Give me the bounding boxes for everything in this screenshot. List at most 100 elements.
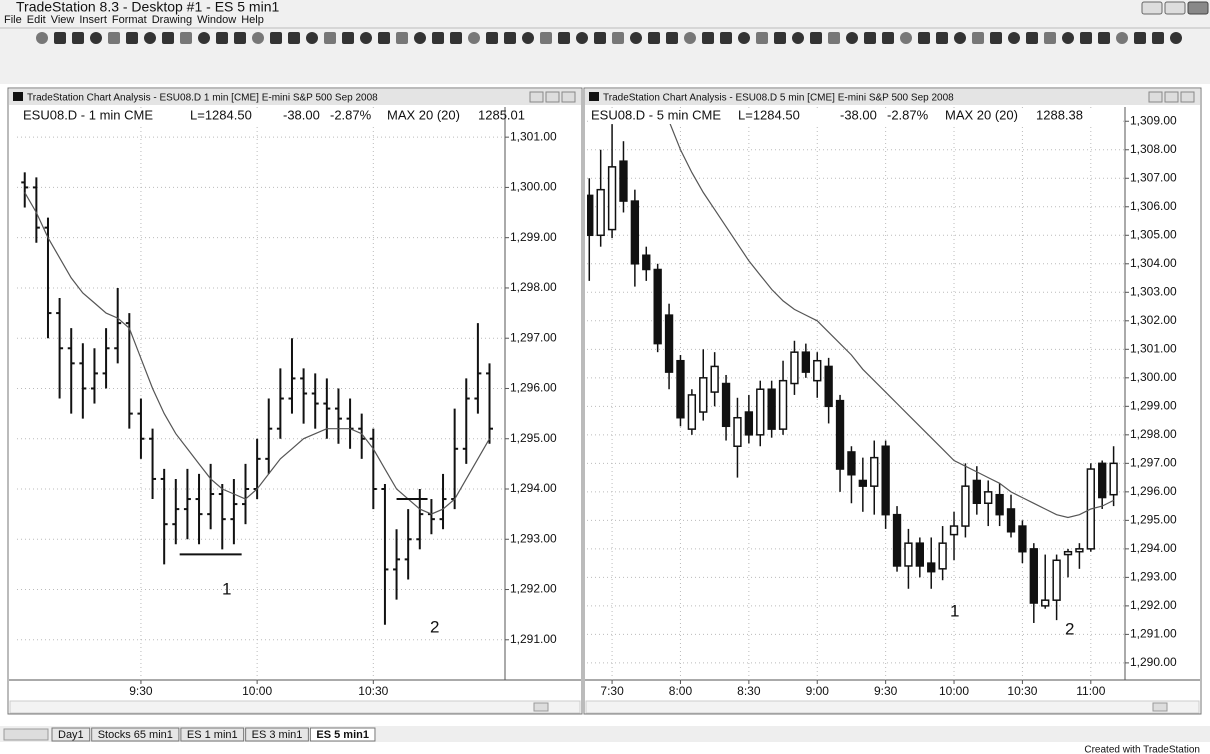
tab[interactable] — [180, 727, 245, 742]
y-tick-label: 1,293.00 — [1130, 570, 1177, 584]
toolbar-button[interactable] — [1134, 32, 1146, 44]
toolbar-button[interactable] — [774, 32, 786, 44]
panel-button[interactable] — [545, 91, 560, 103]
toolbar-button[interactable] — [846, 32, 858, 44]
toolbar-button[interactable] — [540, 32, 552, 44]
toolbar-button[interactable] — [1098, 32, 1110, 44]
toolbar-button[interactable] — [882, 32, 894, 44]
toolbar-button[interactable] — [198, 32, 210, 44]
toolbar-button[interactable] — [936, 32, 948, 44]
tab[interactable] — [309, 727, 376, 742]
tab-label[interactable]: ES 1 min1 — [187, 729, 238, 741]
toolbar-button[interactable] — [1062, 32, 1074, 44]
scroll-thumb[interactable] — [533, 702, 549, 712]
tab-label[interactable]: Stocks 65 min1 — [98, 729, 173, 741]
toolbar-button[interactable] — [702, 32, 714, 44]
toolbar-button[interactable] — [648, 32, 660, 44]
toolbar-button[interactable] — [576, 32, 588, 44]
chart-header: ESU08.D - 5 min CME — [591, 107, 721, 122]
toolbar-button[interactable] — [108, 32, 120, 44]
toolbar-button[interactable] — [612, 32, 624, 44]
toolbar-button[interactable] — [306, 32, 318, 44]
candle-body — [801, 351, 811, 373]
toolbar-button[interactable] — [252, 32, 264, 44]
scroll-thumb[interactable] — [1152, 702, 1168, 712]
toolbar-button[interactable] — [468, 32, 480, 44]
toolbar-button[interactable] — [1116, 32, 1128, 44]
panel-button[interactable] — [561, 91, 576, 103]
toolbar-button[interactable] — [360, 32, 372, 44]
toolbar-button[interactable] — [378, 32, 390, 44]
toolbar-button[interactable] — [90, 32, 102, 44]
window-controls[interactable] — [1141, 1, 1209, 15]
toolbar-button[interactable] — [432, 32, 444, 44]
toolbar-button[interactable] — [684, 32, 696, 44]
menu-item[interactable]: Window — [197, 14, 236, 26]
toolbar-button[interactable] — [828, 32, 840, 44]
toolbar-button[interactable] — [972, 32, 984, 44]
toolbar-button[interactable] — [396, 32, 408, 44]
toolbar-button[interactable] — [72, 32, 84, 44]
toolbar-button[interactable] — [162, 32, 174, 44]
toolbar-button[interactable] — [144, 32, 156, 44]
toolbar-button[interactable] — [270, 32, 282, 44]
toolbar-button[interactable] — [486, 32, 498, 44]
toolbar-button[interactable] — [342, 32, 354, 44]
toolbar-button[interactable] — [990, 32, 1002, 44]
tab[interactable] — [245, 727, 309, 742]
menu-item[interactable]: Drawing — [152, 14, 192, 26]
scrollbar[interactable] — [585, 700, 1200, 714]
toolbar-button[interactable] — [126, 32, 138, 44]
toolbar-button[interactable] — [324, 32, 336, 44]
menu-item[interactable]: Help — [241, 14, 264, 26]
toolbar-button[interactable] — [666, 32, 678, 44]
menu-item[interactable]: Edit — [27, 14, 46, 26]
y-tick-label: 1,309.00 — [1130, 113, 1177, 127]
tab-label[interactable]: Day1 — [58, 729, 84, 741]
toolbar-button[interactable] — [414, 32, 426, 44]
menu-item[interactable]: Insert — [79, 14, 107, 26]
toolbar-button[interactable] — [54, 32, 66, 44]
tab[interactable] — [51, 727, 91, 742]
menu-item[interactable]: Format — [112, 14, 147, 26]
panel-button[interactable] — [529, 91, 544, 103]
toolbar-button[interactable] — [504, 32, 516, 44]
toolbar-button[interactable] — [864, 32, 876, 44]
toolbar-button[interactable] — [630, 32, 642, 44]
panel-button[interactable] — [1180, 91, 1195, 103]
tab-label[interactable]: ES 5 min1 — [316, 729, 369, 741]
y-tick-label: 1,305.00 — [1130, 227, 1177, 241]
menu-item[interactable]: View — [51, 14, 75, 26]
toolbar-button[interactable] — [792, 32, 804, 44]
tab-label[interactable]: ES 3 min1 — [252, 729, 303, 741]
toolbar-button[interactable] — [900, 32, 912, 44]
toolbar-button[interactable] — [450, 32, 462, 44]
toolbar-button[interactable] — [288, 32, 300, 44]
menu-item[interactable]: File — [4, 14, 22, 26]
toolbar-button[interactable] — [756, 32, 768, 44]
toolbar-button[interactable] — [234, 32, 246, 44]
toolbar-button[interactable] — [180, 32, 192, 44]
tab[interactable] — [91, 727, 180, 742]
toolbar-button[interactable] — [36, 32, 48, 44]
panel-button[interactable] — [1148, 91, 1163, 103]
toolbar-button[interactable] — [810, 32, 822, 44]
toolbar-button[interactable] — [918, 32, 930, 44]
toolbar-button[interactable] — [558, 32, 570, 44]
toolbar-button[interactable] — [522, 32, 534, 44]
toolbar-button[interactable] — [1152, 32, 1164, 44]
scrollbar[interactable] — [9, 700, 581, 714]
toolbar-button[interactable] — [1080, 32, 1092, 44]
toolbar-button[interactable] — [738, 32, 750, 44]
toolbar-button[interactable] — [954, 32, 966, 44]
toolbar-button[interactable] — [216, 32, 228, 44]
toolbar-button[interactable] — [1008, 32, 1020, 44]
toolbar-button[interactable] — [1026, 32, 1038, 44]
panel-button[interactable] — [1164, 91, 1179, 103]
toolbar-button[interactable] — [594, 32, 606, 44]
y-tick-label: 1,293.00 — [510, 531, 557, 545]
toolbar-button[interactable] — [1044, 32, 1056, 44]
toolbar-button[interactable] — [720, 32, 732, 44]
toolbar-button[interactable] — [1170, 32, 1182, 44]
y-tick-label: 1,300.00 — [1130, 370, 1177, 384]
